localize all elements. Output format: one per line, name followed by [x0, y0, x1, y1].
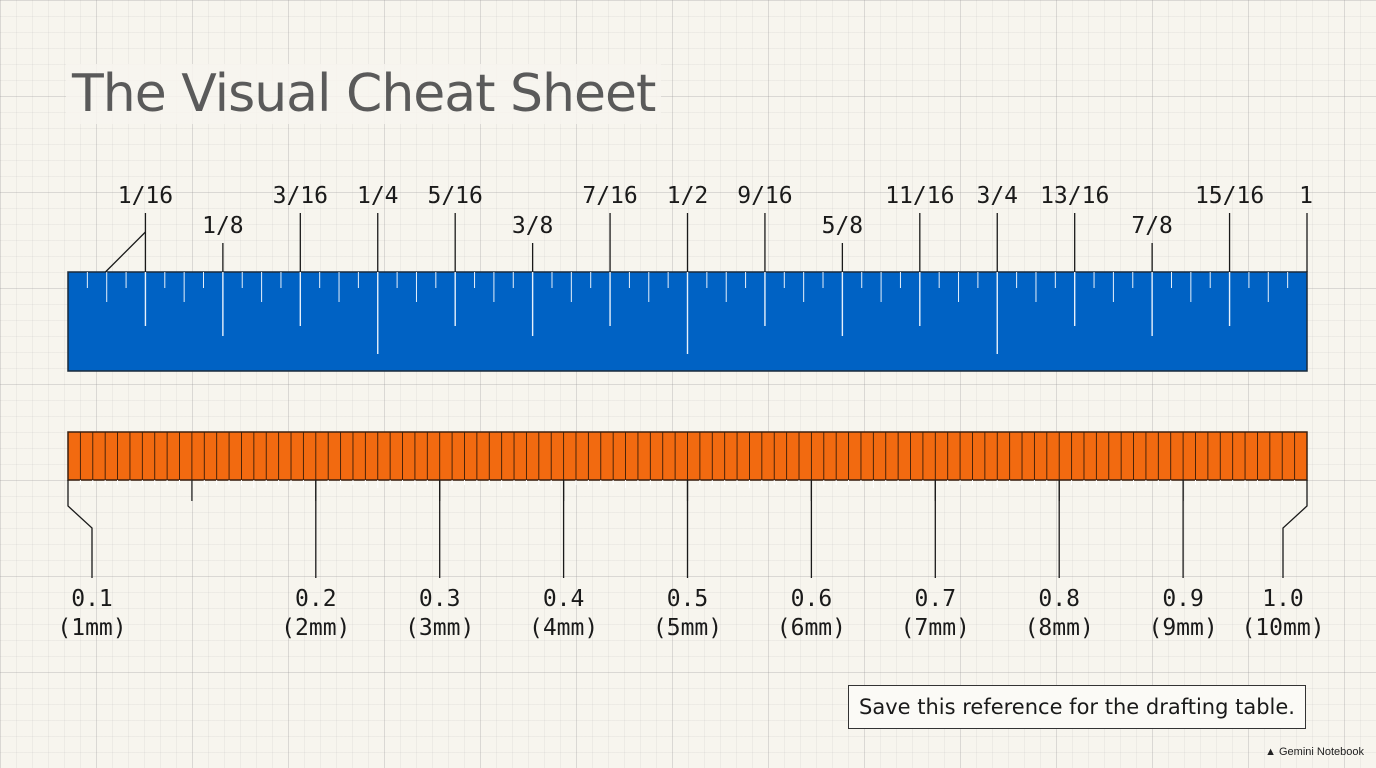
inch-tick-label: 7/8	[1131, 213, 1173, 239]
mm-tick-sublabel: (1mm)	[57, 615, 126, 641]
mm-tick-sublabel: (10mm)	[1241, 615, 1324, 641]
inch-tick-label: 1/16	[118, 183, 173, 209]
mm-tick-sublabel: (7mm)	[901, 615, 970, 641]
inch-tick-label: 3/4	[976, 183, 1018, 209]
brand-watermark: ▲ Gemini Notebook	[1265, 746, 1364, 758]
mm-tick-sublabel: (3mm)	[405, 615, 474, 641]
inch-ruler-labels: 1/16 1/8 3/16 1/4 5/16 3/8 7/16 1/2 9/16 5/8 11/16…	[104, 183, 1313, 273]
inch-leader-line	[104, 231, 146, 273]
inch-tick-label: 5/8	[822, 213, 864, 239]
gemini-sparkle-icon: ▲	[1265, 746, 1276, 758]
inch-tick-label: 15/16	[1195, 183, 1264, 209]
mm-tick-label: 0.8	[1038, 586, 1080, 612]
page-title: The Visual Cheat Sheet	[66, 64, 662, 124]
inch-ruler-ticks	[86, 272, 1289, 354]
mm-tick-label: 0.9	[1162, 586, 1204, 612]
reference-note: Save this reference for the drafting tab…	[848, 685, 1306, 729]
inch-tick-label: 1	[1299, 183, 1313, 209]
mm-tick-label: 0.3	[419, 586, 461, 612]
mm-leader-line	[1282, 480, 1308, 578]
inch-tick-label: 1/2	[667, 183, 709, 209]
mm-ruler-ticks	[79, 432, 1296, 501]
mm-tick-sublabel: (5mm)	[653, 615, 722, 641]
mm-tick-sublabel: (2mm)	[281, 615, 350, 641]
inch-tick-label: 5/16	[427, 183, 482, 209]
inch-tick-label: 1/4	[357, 183, 399, 209]
mm-tick-sublabel: (4mm)	[529, 615, 598, 641]
mm-tick-label: 0.4	[543, 586, 585, 612]
mm-tick-label: 0.7	[915, 586, 957, 612]
mm-tick-sublabel: (8mm)	[1025, 615, 1094, 641]
mm-tick-label: 0.2	[295, 586, 337, 612]
inch-tick-label: 3/8	[512, 213, 554, 239]
inch-ruler: 1/16 1/8 3/16 1/4 5/16 3/8 7/16 1/2 9/16 5/8 11/16…	[67, 183, 1313, 372]
mm-ruler: 0.1 (1mm) 0.2 (2mm) 0.3 (3mm) 0.4 (4mm) 0.5 (5mm)…	[57, 431, 1325, 641]
inch-tick-label: 7/16	[582, 183, 637, 209]
mm-tick-label: 0.5	[667, 586, 709, 612]
mm-ruler-labels: 0.1 (1mm) 0.2 (2mm) 0.3 (3mm) 0.4 (4mm) 0.5 (5mm)…	[57, 480, 1325, 641]
mm-tick-sublabel: (6mm)	[777, 615, 846, 641]
inch-tick-label: 9/16	[737, 183, 792, 209]
mm-tick-sublabel: (9mm)	[1148, 615, 1217, 641]
mm-leader-line	[67, 480, 93, 578]
inch-tick-label: 3/16	[273, 183, 328, 209]
mm-tick-label: 0.1	[71, 586, 113, 612]
mm-tick-label: 0.6	[791, 586, 833, 612]
brand-text: Gemini Notebook	[1279, 746, 1364, 758]
inch-tick-label: 13/16	[1040, 183, 1109, 209]
mm-tick-label: 1.0	[1262, 586, 1304, 612]
inch-tick-label: 1/8	[202, 213, 244, 239]
inch-tick-label: 11/16	[885, 183, 954, 209]
